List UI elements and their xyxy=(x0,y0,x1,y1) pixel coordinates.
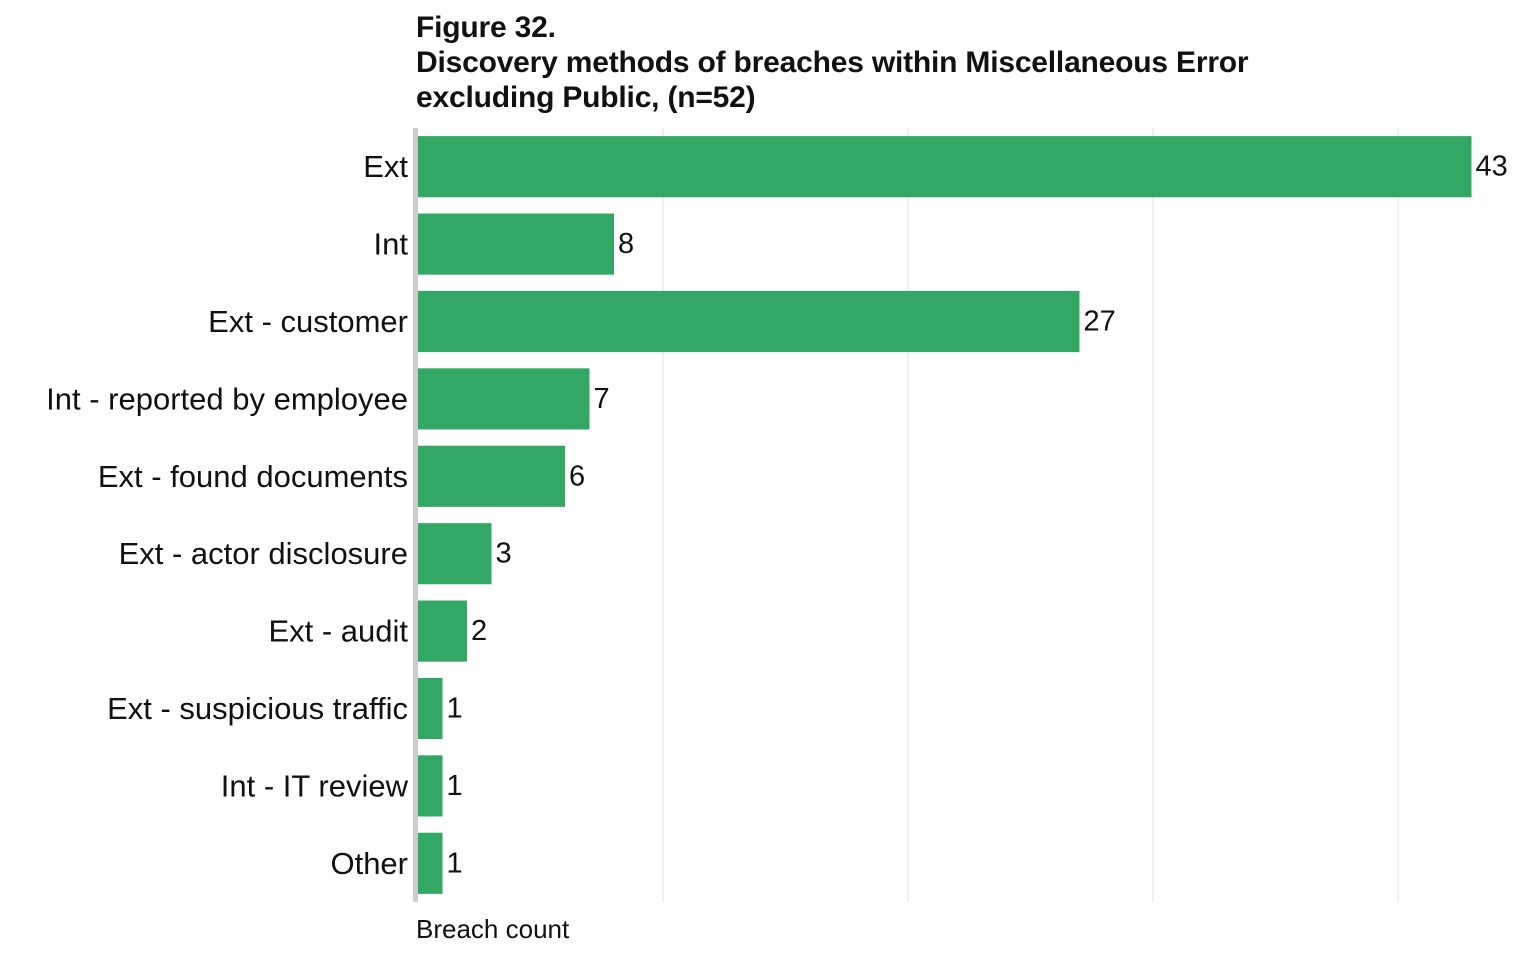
category-label: Ext - found documents xyxy=(98,459,408,494)
category-label: Other xyxy=(330,846,408,881)
bar xyxy=(418,600,467,662)
category-labels: Ext Int Ext - customer Int - reported by em… xyxy=(46,149,408,881)
bar xyxy=(418,136,1472,198)
category-label: Ext - suspicious traffic xyxy=(107,691,408,726)
data-label: 1 xyxy=(447,770,463,802)
bar xyxy=(418,445,565,507)
category-label: Int xyxy=(374,227,409,262)
category-label: Ext xyxy=(363,149,408,184)
bar xyxy=(418,523,492,585)
data-label: 3 xyxy=(496,538,512,570)
bars xyxy=(418,136,1472,894)
data-label: 2 xyxy=(471,615,487,647)
bar xyxy=(418,213,614,275)
figure-number: Figure 32. xyxy=(416,11,556,44)
category-label: Ext - customer xyxy=(208,304,408,339)
category-label: Int - reported by employee xyxy=(46,381,408,416)
data-label: 8 xyxy=(618,228,634,260)
bar xyxy=(418,290,1080,353)
data-label: 1 xyxy=(447,693,463,725)
figure-title-line-1: Discovery methods of breaches within Mis… xyxy=(416,46,1249,79)
data-label: 27 xyxy=(1084,306,1116,338)
data-labels: 43 8 27 7 6 3 2 1 1 1 xyxy=(447,151,1508,880)
figure-title-line-2: excluding Public, (n=52) xyxy=(416,81,756,114)
chart-title: Figure 32. Discovery methods of breaches… xyxy=(416,10,1516,115)
data-label: 7 xyxy=(594,383,610,415)
category-label: Ext - actor disclosure xyxy=(119,536,408,571)
data-label: 6 xyxy=(569,460,585,492)
gridlines xyxy=(662,128,1399,902)
category-label: Int - IT review xyxy=(221,768,409,803)
y-axis-line xyxy=(413,128,418,902)
data-label: 43 xyxy=(1476,151,1508,183)
bar xyxy=(418,368,590,430)
data-label: 1 xyxy=(447,847,463,879)
bar xyxy=(418,755,443,817)
bar xyxy=(418,677,443,740)
bar xyxy=(418,832,443,894)
x-axis-title: Breach count xyxy=(416,914,570,944)
category-label: Ext - audit xyxy=(268,614,408,649)
